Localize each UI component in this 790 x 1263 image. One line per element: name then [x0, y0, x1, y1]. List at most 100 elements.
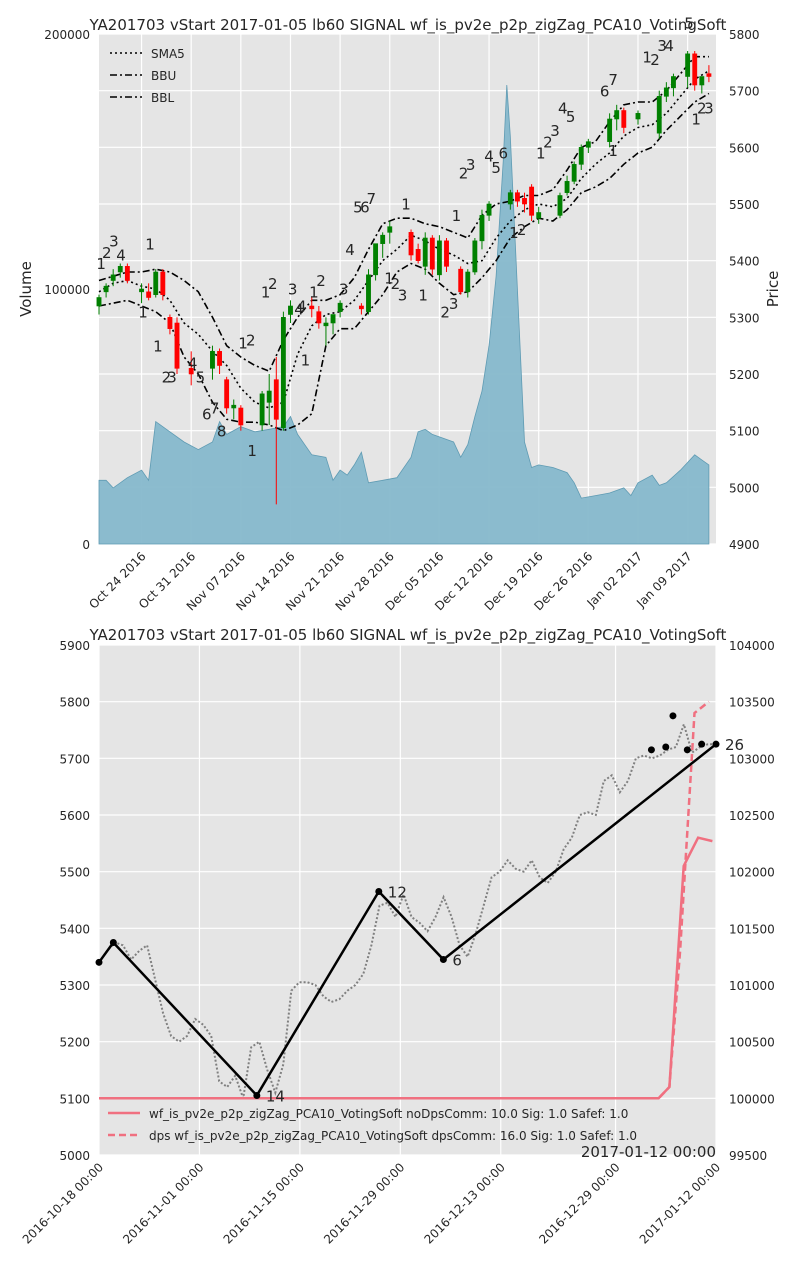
candle-body	[465, 271, 471, 293]
candle-body	[522, 198, 527, 205]
swing-label: 4	[664, 37, 674, 55]
bottom-price-tick: 5700	[59, 752, 90, 766]
corner-date: 2017-01-12 00:00	[581, 1143, 716, 1161]
volume-tick: 200000	[44, 28, 90, 42]
top-legend: SMA5 BBU BBL	[110, 47, 185, 105]
candle-body	[564, 181, 570, 193]
candle-body	[167, 317, 173, 329]
candle-body	[429, 237, 435, 270]
bottom-date-tick: 2017-01-12 00:00	[637, 1160, 723, 1246]
down-marker	[253, 1092, 261, 1099]
candle-body	[238, 407, 244, 426]
price-tick: 5500	[729, 198, 760, 212]
swing-label: 1	[238, 335, 248, 353]
bottom-plot-area	[99, 645, 716, 1155]
swing-label: 4	[484, 148, 494, 166]
bottom-price-tick: 5600	[59, 809, 90, 823]
swing-label: 1	[309, 284, 319, 302]
swing-label: 2	[650, 51, 660, 69]
bottom-price-tick: 5400	[59, 922, 90, 936]
candle-body	[210, 351, 215, 369]
price-tick: 5200	[729, 368, 760, 382]
swing-label: 7	[608, 71, 618, 89]
swing-label: 4	[345, 241, 355, 259]
zigzag-label: 14	[266, 1088, 285, 1106]
bottom-equity-tick: 102000	[729, 866, 775, 880]
legend-bbl: BBL	[151, 91, 174, 105]
candle-body	[316, 311, 322, 324]
candle-body	[96, 297, 102, 307]
swing-label: 1	[153, 337, 163, 355]
candle-body	[231, 404, 237, 409]
up-marker	[109, 939, 117, 946]
zigzag-label: 12	[388, 884, 407, 902]
swing-label: 7	[210, 400, 220, 418]
swing-label: 3	[288, 281, 298, 299]
swing-label: 4	[188, 354, 198, 372]
legend-dps: dps wf_is_pv2e_p2p_zigZag_PCA10_VotingSo…	[149, 1129, 637, 1143]
swing-label: 5	[566, 108, 576, 126]
swing-label: 1	[96, 255, 106, 273]
candle-body	[103, 285, 109, 293]
candle-body	[685, 53, 691, 77]
zigzag-labels: 14 12 6 26	[266, 736, 744, 1105]
swing-label: 2	[517, 221, 527, 239]
swing-label: 3	[466, 156, 476, 174]
swing-label: 1	[401, 196, 411, 214]
swing-label: 3	[339, 281, 349, 299]
swing-label: 1	[509, 224, 519, 242]
up-marker	[662, 743, 670, 751]
bottom-price-tick: 5900	[59, 639, 90, 653]
price-dotted-line	[98, 721, 716, 1099]
zigzag-line	[97, 743, 717, 1098]
candle-body	[614, 110, 620, 120]
swing-label: 1	[145, 235, 155, 253]
swing-label: 5	[196, 369, 206, 387]
swing-label: 1	[536, 145, 546, 163]
zigzag-polyline	[97, 743, 717, 1098]
candle-body	[139, 288, 144, 293]
bottom-date-tick: 2016-11-15 00:00	[221, 1160, 307, 1246]
volume-axis-ticks: 0 100000 200000	[44, 28, 90, 552]
swing-label: 4	[297, 298, 307, 316]
swing-label: 3	[398, 286, 408, 304]
swing-label: 1	[384, 269, 394, 287]
bottom-equity-tick: 101500	[729, 922, 775, 936]
swing-label: 1	[138, 303, 148, 321]
equity-dps-line	[99, 700, 710, 1100]
swing-label: 2	[543, 133, 553, 151]
price-tick: 5400	[729, 255, 760, 269]
candle-body	[671, 76, 676, 89]
candle-body	[607, 118, 613, 142]
swing-label: 3	[704, 99, 714, 117]
price-tick: 5000	[729, 481, 760, 495]
candle-body	[408, 232, 414, 256]
candles	[96, 51, 712, 505]
swing-label: 6	[498, 145, 508, 163]
candle-body	[146, 291, 152, 298]
swing-label: 1	[247, 442, 257, 460]
up-marker	[683, 746, 691, 754]
bottom-equity-tick: 103000	[729, 752, 775, 766]
swing-label: 1	[418, 286, 428, 304]
swing-label: 1	[452, 207, 462, 225]
bbu-line	[98, 55, 709, 373]
price-line	[98, 721, 716, 1099]
candle-body	[160, 271, 166, 295]
volume-area-path	[98, 84, 710, 545]
volume-tick: 0	[82, 538, 90, 552]
candle-body	[330, 314, 336, 324]
candle-body	[444, 240, 449, 267]
swing-label: 8	[217, 422, 227, 440]
swing-label: 1	[642, 48, 652, 66]
bottom-equity-tick: 100000	[729, 1092, 775, 1106]
candle-body	[422, 237, 428, 267]
signal-markers	[95, 712, 720, 1099]
candle-body	[458, 268, 464, 293]
volume-axis-label: Volume	[17, 261, 35, 317]
candle-body	[514, 192, 520, 202]
swing-label: 3	[109, 233, 119, 251]
swing-label: 3	[449, 295, 459, 313]
swing-label: 5	[491, 159, 501, 177]
up-marker	[375, 888, 383, 895]
